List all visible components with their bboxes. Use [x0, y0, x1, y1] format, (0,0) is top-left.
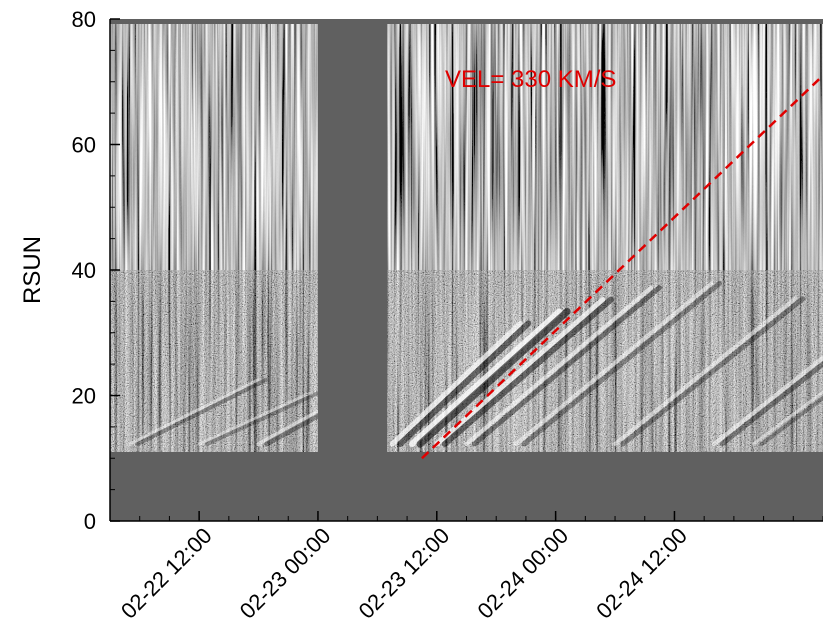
- cme-front-streak: [712, 355, 823, 446]
- image-noise-speckle: [110, 270, 823, 452]
- cme-front-shadow: [441, 296, 614, 447]
- cme-front-shadow: [205, 391, 320, 446]
- velocity-annotation: VEL= 330 KM/S: [445, 66, 616, 93]
- cme-front-streak: [197, 392, 311, 446]
- cme-front-shadow: [719, 360, 823, 447]
- x-tick-label: 02-24 12:00: [591, 523, 692, 624]
- cme-front-streak: [464, 285, 654, 446]
- cme-front-shadow: [397, 320, 532, 447]
- jmap-image: [110, 24, 823, 452]
- data-gap: [317, 19, 388, 521]
- y-tick-label: 40: [72, 258, 96, 283]
- cme-front-shadow: [416, 308, 571, 448]
- y-axis-title: RSUN: [19, 236, 46, 304]
- y-tick-label: 60: [72, 133, 96, 158]
- cme-front-shadow: [759, 395, 823, 446]
- x-tick-label: 02-23 00:00: [235, 523, 336, 624]
- cme-front-streak: [514, 281, 714, 446]
- cme-front-shadow: [135, 378, 268, 446]
- cme-front-shadow: [472, 285, 662, 447]
- y-tick-label: 0: [84, 509, 96, 534]
- cme-front-streak: [613, 296, 797, 446]
- cme-front-streak: [434, 297, 606, 447]
- y-tick-label: 20: [72, 384, 96, 409]
- cme-front-streak: [409, 308, 563, 447]
- cme-front-streak: [389, 320, 523, 447]
- y-tick-label: 80: [72, 7, 96, 32]
- cme-front-streak: [752, 390, 823, 446]
- cme-front-shadow: [521, 280, 723, 447]
- cme-front-streak: [128, 378, 260, 446]
- occulter-region: [110, 451, 823, 521]
- x-tick-label: 02-23 12:00: [354, 523, 455, 624]
- x-tick-label: 02-24 00:00: [472, 523, 573, 624]
- velocity-fit-line: [421, 74, 823, 460]
- cme-front-shadow: [620, 296, 806, 447]
- x-tick-label: 02-22 12:00: [116, 523, 217, 624]
